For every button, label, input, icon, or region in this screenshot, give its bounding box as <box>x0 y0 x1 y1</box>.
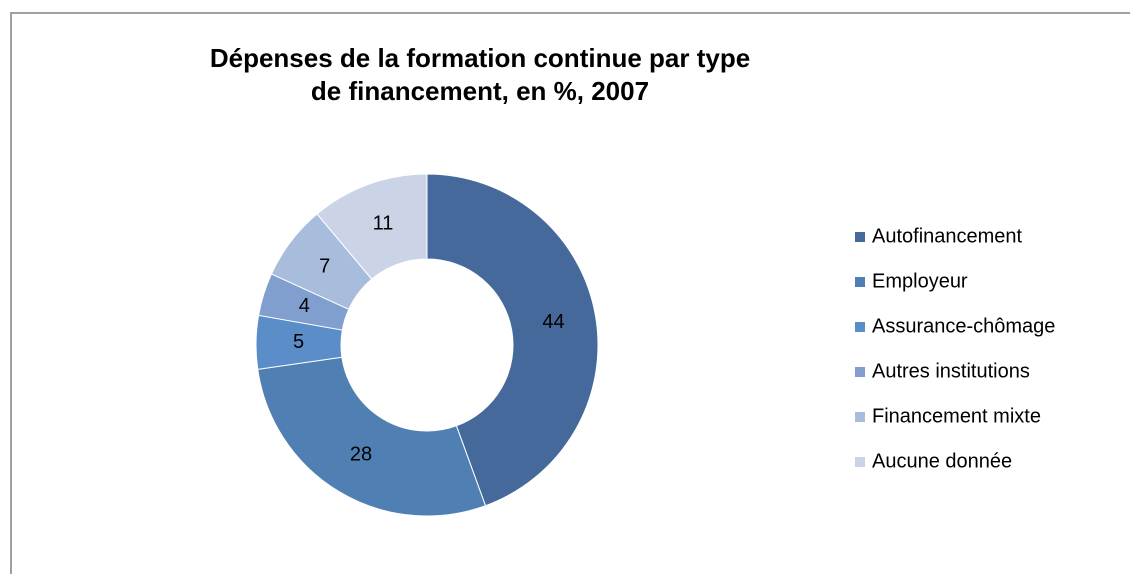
donut-slice <box>426 173 599 507</box>
legend-label: Employeur <box>872 270 968 292</box>
legend-label: Aucune donnée <box>872 450 1012 472</box>
legend-label: Autofinancement <box>872 225 1023 247</box>
legend-swatch <box>855 232 865 242</box>
legend-swatch <box>855 322 865 332</box>
legend-swatch <box>855 457 865 467</box>
donut-slice <box>257 356 487 517</box>
data-label: 4 <box>299 295 310 317</box>
data-label: 44 <box>542 311 564 333</box>
legend-swatch <box>855 277 865 287</box>
data-label: 7 <box>319 255 330 277</box>
data-label: 28 <box>350 444 372 466</box>
data-label: 5 <box>293 331 304 353</box>
legend-label: Assurance-chômage <box>872 315 1055 337</box>
data-label: 11 <box>373 213 394 235</box>
chart-title: Dépenses de la formation continue par ty… <box>209 43 751 106</box>
legend-label: Financement mixte <box>872 405 1041 427</box>
legend-swatch <box>855 367 865 377</box>
donut-slice <box>316 173 428 280</box>
legend-label: Autres institutions <box>872 360 1030 382</box>
legend-swatch <box>855 412 865 422</box>
chart-frame <box>10 12 1130 574</box>
